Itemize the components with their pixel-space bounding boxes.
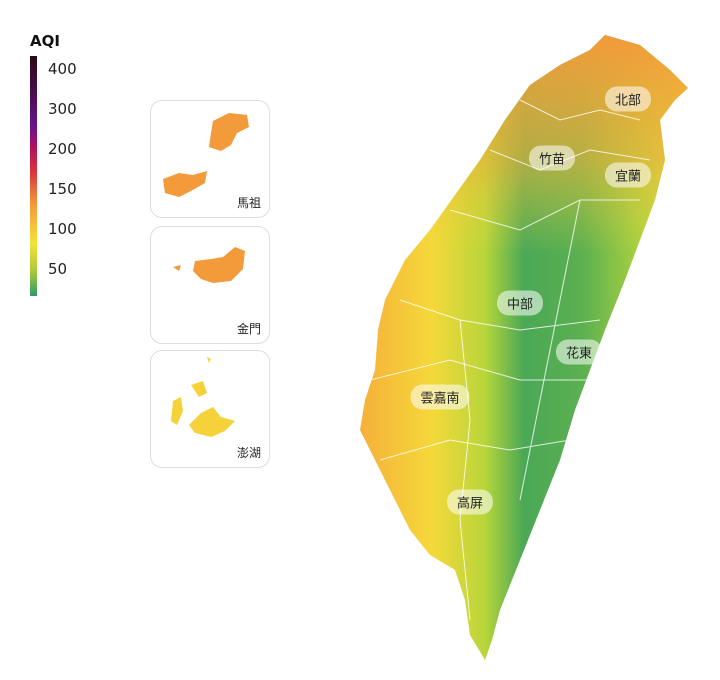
legend-tick: 300 (48, 100, 77, 118)
inset-matsu[interactable]: 馬祖 (150, 100, 270, 218)
legend-tick: 50 (48, 260, 68, 278)
legend-tick: 200 (48, 140, 77, 158)
inset-label: 澎湖 (236, 446, 261, 460)
legend-tick: 150 (48, 180, 77, 198)
legend-title: AQI (30, 32, 60, 50)
region-label-zhumiao[interactable]: 竹苗 (528, 145, 576, 171)
aqi-color-scale (30, 56, 37, 296)
matsu-map (163, 113, 249, 197)
penghu-map (171, 357, 235, 437)
region-label-yunjianan[interactable]: 雲嘉南 (410, 384, 470, 410)
region-label-central[interactable]: 中部 (496, 290, 544, 316)
inset-label: 馬祖 (236, 196, 261, 210)
kinmen-map (173, 247, 245, 283)
county-borders (369, 99, 651, 621)
legend-tick: 400 (48, 60, 77, 78)
region-label-huadong[interactable]: 花東 (555, 339, 603, 365)
inset-penghu[interactable]: 澎湖 (150, 350, 270, 468)
region-label-north[interactable]: 北部 (604, 86, 652, 112)
legend-tick: 100 (48, 220, 77, 238)
region-label-gaoping[interactable]: 高屏 (446, 489, 494, 515)
inset-label: 金門 (236, 322, 261, 336)
region-label-yilan[interactable]: 宜蘭 (604, 162, 652, 188)
inset-kinmen[interactable]: 金門 (150, 226, 270, 344)
